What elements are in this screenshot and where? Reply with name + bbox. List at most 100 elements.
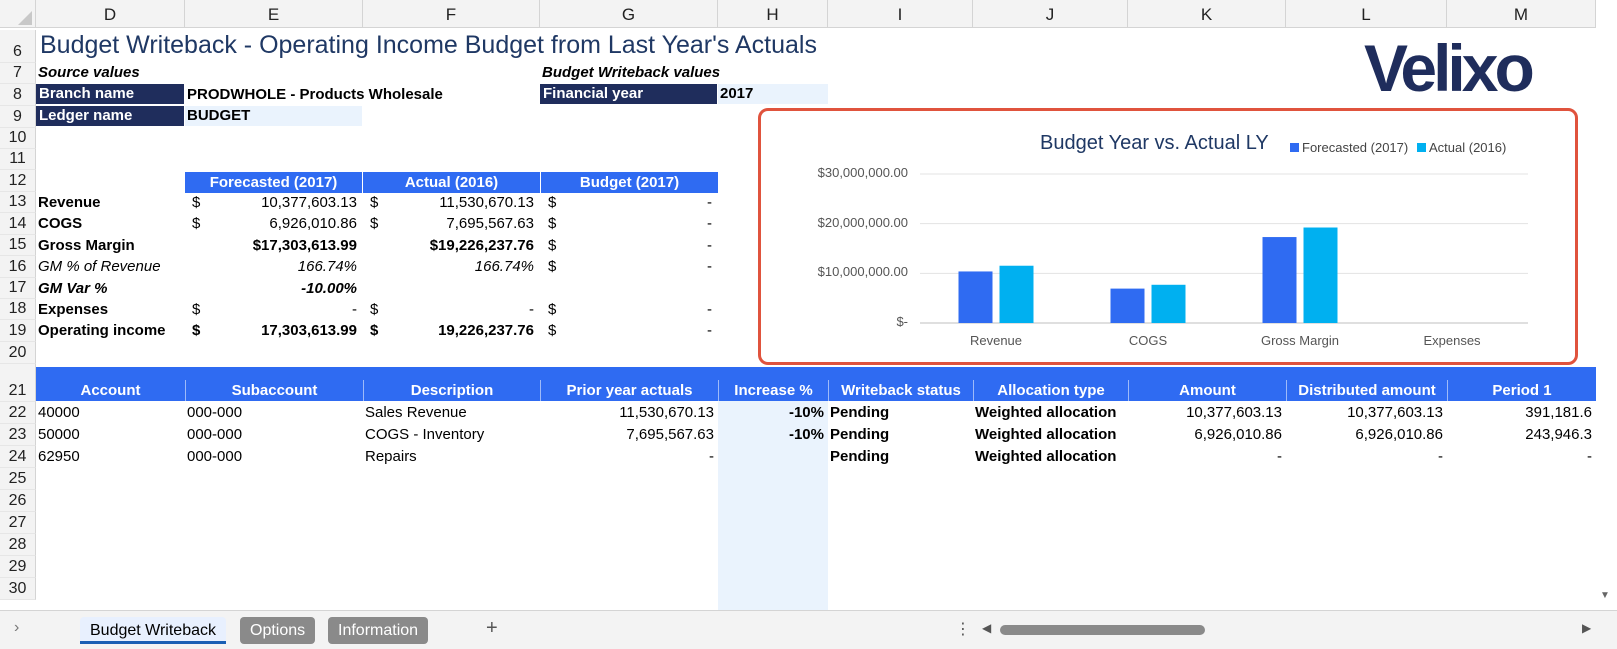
column-header-increase-[interactable]: Increase % xyxy=(718,380,828,402)
table-cell[interactable]: 391,181.6 xyxy=(1525,404,1592,421)
currency-symbol: $ xyxy=(548,215,557,232)
row-header[interactable]: 27 xyxy=(0,512,36,534)
row-header[interactable]: 17 xyxy=(0,278,36,299)
column-header-account[interactable]: Account xyxy=(80,382,141,399)
row-header[interactable]: 14 xyxy=(0,213,36,235)
row-header[interactable]: 19 xyxy=(0,320,36,342)
row-header[interactable]: 12 xyxy=(0,170,36,192)
column-header-g[interactable]: G xyxy=(540,0,718,28)
row-header[interactable]: 6 xyxy=(0,30,36,63)
table-cell[interactable]: 243,946.3 xyxy=(1525,426,1592,443)
column-header-distributed-amount[interactable]: Distributed amount xyxy=(1286,380,1447,402)
table-cell[interactable]: 10,377,603.13 xyxy=(1347,404,1443,421)
row-header[interactable]: 15 xyxy=(0,235,36,256)
table-cell[interactable]: 000-000 xyxy=(187,426,243,443)
column-header-j[interactable]: J xyxy=(973,0,1128,28)
ledger-name-value[interactable]: BUDGET xyxy=(185,106,362,126)
select-all-corner[interactable] xyxy=(0,0,36,28)
scrollbar-thumb[interactable] xyxy=(1000,625,1205,635)
column-header-f[interactable]: F xyxy=(363,0,540,28)
tab-information[interactable]: Information xyxy=(328,617,429,644)
table-cell[interactable]: -10% xyxy=(788,426,824,443)
column-header-amount[interactable]: Amount xyxy=(1128,380,1286,402)
row-header[interactable]: 20 xyxy=(0,342,36,364)
row-header[interactable]: 18 xyxy=(0,299,36,320)
table-cell[interactable]: Weighted allocation xyxy=(975,404,1117,421)
row-header[interactable]: 9 xyxy=(0,106,36,128)
column-header-d[interactable]: D xyxy=(36,0,185,28)
column-header-prior-year-actuals[interactable]: Prior year actuals xyxy=(540,380,718,402)
row-header[interactable]: 22 xyxy=(0,402,36,424)
legend-item-actual: Actual (2016) xyxy=(1417,140,1506,155)
tab-budget-writeback[interactable]: Budget Writeback xyxy=(80,617,226,644)
x-category-label: Gross Margin xyxy=(1260,333,1340,348)
forecasted-value: 17,303,613.99 xyxy=(261,322,357,339)
table-cell[interactable]: 6,926,010.86 xyxy=(1194,426,1282,443)
scroll-right-icon[interactable]: ▶ xyxy=(1582,621,1592,635)
row-header[interactable]: 25 xyxy=(0,468,36,490)
table-cell[interactable]: 11,530,670.13 xyxy=(619,404,714,421)
forecasted-value: 10,377,603.13 xyxy=(261,194,357,211)
currency-symbol: $ xyxy=(192,194,201,211)
column-header-subaccount[interactable]: Subaccount xyxy=(185,380,363,402)
column-header-description[interactable]: Description xyxy=(363,380,540,402)
column-header-allocation-type[interactable]: Allocation type xyxy=(973,380,1128,402)
scroll-tabs-left-icon[interactable]: › xyxy=(14,619,20,636)
row-header[interactable]: 23 xyxy=(0,424,36,446)
table-cell[interactable]: Weighted allocation xyxy=(975,448,1117,465)
row-header[interactable]: 16 xyxy=(0,256,36,278)
financial-year-value[interactable]: 2017 xyxy=(718,84,828,104)
table-cell[interactable]: 000-000 xyxy=(187,448,243,465)
table-cell[interactable]: 6,926,010.86 xyxy=(1355,426,1443,443)
row-header[interactable]: 7 xyxy=(0,63,36,84)
table-cell[interactable]: - xyxy=(709,448,714,465)
table-cell[interactable]: - xyxy=(1587,448,1592,465)
scroll-down-arrow-icon[interactable]: ▼ xyxy=(1600,590,1610,601)
column-header-h[interactable]: H xyxy=(718,0,828,28)
table-cell[interactable]: - xyxy=(1438,448,1443,465)
table-cell[interactable]: - xyxy=(1277,448,1282,465)
table-cell[interactable]: 7,695,567.63 xyxy=(626,426,714,443)
column-header-writeback-status[interactable]: Writeback status xyxy=(828,380,973,402)
row-header[interactable]: 8 xyxy=(0,84,36,106)
currency-symbol: $ xyxy=(548,301,557,318)
table-cell[interactable]: 62950 xyxy=(38,448,80,465)
row-header[interactable]: 24 xyxy=(0,446,36,468)
column-header-e[interactable]: E xyxy=(185,0,363,28)
financial-year-label: Financial year xyxy=(540,84,717,104)
table-cell[interactable]: Pending xyxy=(830,426,890,443)
velixo-logo: Velixo xyxy=(1364,31,1535,105)
scroll-left-icon[interactable]: ◀ xyxy=(982,621,992,635)
table-cell[interactable]: 40000 xyxy=(38,404,80,421)
table-cell[interactable]: 10,377,603.13 xyxy=(1186,404,1282,421)
budget-value: - xyxy=(707,237,712,254)
column-header-i[interactable]: I xyxy=(828,0,973,28)
legend-swatch-forecasted xyxy=(1290,143,1299,152)
row-header[interactable]: 13 xyxy=(0,192,36,213)
table-cell[interactable]: Repairs xyxy=(365,448,417,465)
column-header-m[interactable]: M xyxy=(1447,0,1596,28)
row-header[interactable]: 26 xyxy=(0,490,36,512)
table-cell[interactable]: Pending xyxy=(830,404,890,421)
table-cell[interactable]: 000-000 xyxy=(187,404,243,421)
table-cell[interactable]: Weighted allocation xyxy=(975,426,1117,443)
table-cell[interactable]: Sales Revenue xyxy=(365,404,467,421)
horizontal-scrollbar[interactable]: ◀ ▶ xyxy=(982,621,1592,639)
tab-options[interactable]: Options xyxy=(240,617,316,644)
row-header[interactable]: 10 xyxy=(0,128,36,149)
row-header[interactable]: 21 xyxy=(0,364,36,402)
branch-name-value[interactable]: PRODWHOLE - Products Wholesale xyxy=(187,86,443,103)
table-cell[interactable]: COGS - Inventory xyxy=(365,426,485,443)
column-header-k[interactable]: K xyxy=(1128,0,1286,28)
table-cell[interactable]: 50000 xyxy=(38,426,80,443)
row-header[interactable]: 28 xyxy=(0,534,36,556)
column-header-l[interactable]: L xyxy=(1286,0,1447,28)
row-header[interactable]: 29 xyxy=(0,556,36,578)
add-sheet-button[interactable]: + xyxy=(486,617,498,639)
column-header-period-1[interactable]: Period 1 xyxy=(1447,380,1596,402)
more-options-icon[interactable]: ⋮ xyxy=(955,621,971,638)
row-header[interactable]: 11 xyxy=(0,149,36,170)
row-header[interactable]: 30 xyxy=(0,578,36,600)
table-cell[interactable]: -10% xyxy=(788,404,824,421)
table-cell[interactable]: Pending xyxy=(830,448,890,465)
